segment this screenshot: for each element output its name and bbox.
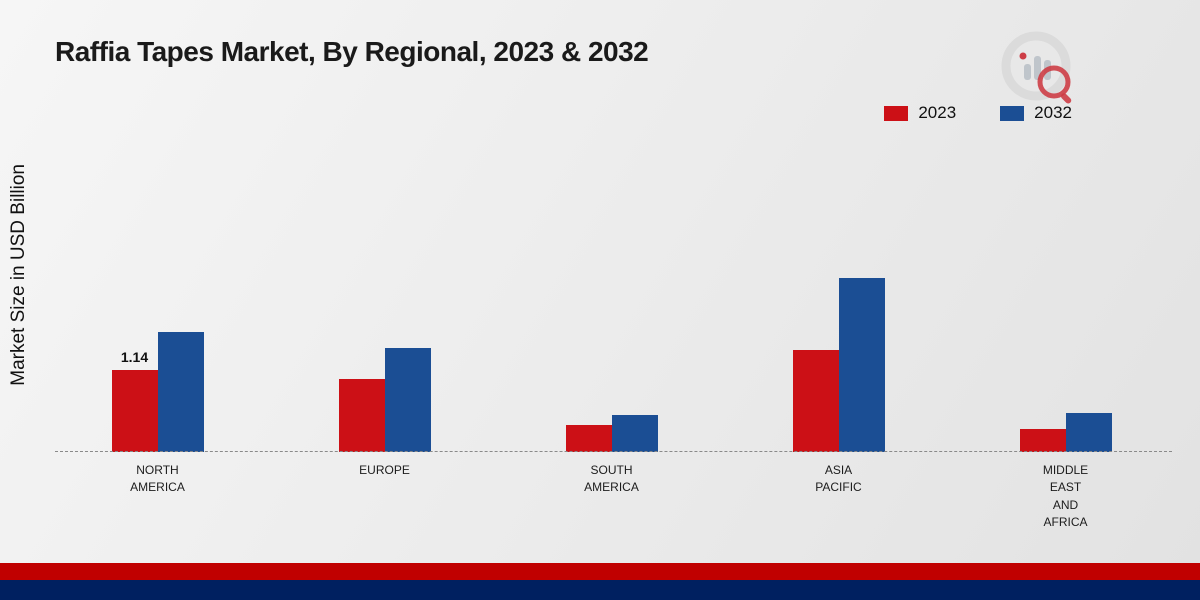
bar-group: ASIA PACIFIC <box>725 0 952 494</box>
bar-2032 <box>1065 413 1112 452</box>
category-label: ASIA PACIFIC <box>815 463 862 495</box>
bar-2023 <box>565 425 612 452</box>
bar-2032 <box>384 348 431 452</box>
legend: 2023 2032 <box>884 103 1072 123</box>
bar-2023 <box>1019 429 1066 452</box>
category-label: EUROPE <box>359 463 410 477</box>
bar-pair <box>1019 413 1112 452</box>
bar-2032 <box>611 415 658 452</box>
zero-baseline <box>55 451 1172 452</box>
category-label: SOUTH AMERICA <box>584 463 639 495</box>
bar-2032 <box>838 278 885 452</box>
bar-pair <box>338 348 431 452</box>
bar-2032 <box>157 332 204 452</box>
bar-value-label: 1.14 <box>120 349 149 365</box>
plot-area: 1.14 NORTH AMERICA EUROPE SOUTH AMERICA ASIA… <box>44 0 1179 529</box>
y-axis-label: Market Size in USD Billion <box>8 164 29 386</box>
bar-2023 <box>792 350 839 452</box>
chart-title: Raffia Tapes Market, By Regional, 2023 &… <box>55 36 649 67</box>
bar-2023: 1.14 <box>111 349 158 452</box>
footer-strip-navy <box>0 580 1200 600</box>
bar-pair <box>565 415 658 452</box>
legend-label-2023: 2023 <box>918 103 957 122</box>
y-axis: Market Size in USD Billion <box>2 105 36 445</box>
bar-pair <box>792 278 885 452</box>
bar-group: 1.14 NORTH AMERICA <box>44 0 271 494</box>
legend-swatch-2032-icon <box>1000 105 1025 121</box>
footer-strip-red <box>0 563 1200 580</box>
category-label: MIDDLE EAST AND AFRICA <box>1042 463 1089 530</box>
bar-group: MIDDLE EAST AND AFRICA <box>952 0 1179 529</box>
bar-2023 <box>338 379 385 452</box>
bar-group: SOUTH AMERICA <box>498 0 725 494</box>
legend-item-2023: 2023 <box>884 103 956 123</box>
market-research-future-logo-icon <box>1001 31 1072 104</box>
legend-swatch-2023-icon <box>884 105 909 121</box>
legend-label-2032: 2032 <box>1034 103 1072 122</box>
category-label: NORTH AMERICA <box>130 463 185 495</box>
bar-pair: 1.14 <box>111 332 204 452</box>
legend-item-2032: 2032 <box>1000 103 1072 123</box>
bar-group: EUROPE <box>271 0 498 477</box>
